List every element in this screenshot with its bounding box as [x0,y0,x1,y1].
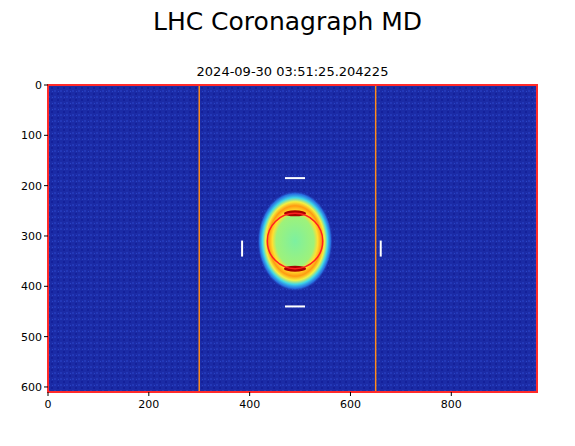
x-tick [148,392,149,396]
h-marker [285,305,305,307]
x-tick [249,392,250,396]
image-background [48,85,537,392]
chart-root: LHC Coronagraph MD 2024-09-30 03:51:25.20… [0,0,575,446]
y-tick-label: 400 [21,280,42,293]
x-tick [350,392,351,396]
y-tick [44,85,48,86]
x-tick-label: 800 [441,398,462,411]
y-tick [44,336,48,337]
v-marker [241,241,243,257]
plot-title: 2024-09-30 03:51:25.204225 [197,64,389,79]
y-tick [44,286,48,287]
y-tick-label: 600 [21,381,42,394]
y-tick [44,386,48,387]
y-tick-label: 100 [21,129,42,142]
y-tick-label: 500 [21,331,42,344]
y-tick [44,185,48,186]
image-frame [48,85,537,392]
x-tick [48,392,49,396]
x-tick-label: 0 [45,398,52,411]
x-tick-label: 200 [138,398,159,411]
x-tick-label: 400 [239,398,260,411]
y-tick-label: 300 [21,230,42,243]
x-tick-label: 600 [340,398,361,411]
roi-line [375,85,377,392]
y-tick [44,135,48,136]
fit-circle [267,213,322,268]
y-tick-label: 200 [21,180,42,193]
roi-line [198,85,200,392]
y-tick [44,235,48,236]
x-tick [451,392,452,396]
v-marker [380,241,382,257]
chart-svg: LHC Coronagraph MD 2024-09-30 03:51:25.20… [0,0,575,446]
plot-area [48,85,537,392]
beam-halo [257,191,333,292]
y-tick-label: 0 [35,79,42,92]
h-marker [285,177,305,179]
main-title: LHC Coronagraph MD [153,7,422,36]
